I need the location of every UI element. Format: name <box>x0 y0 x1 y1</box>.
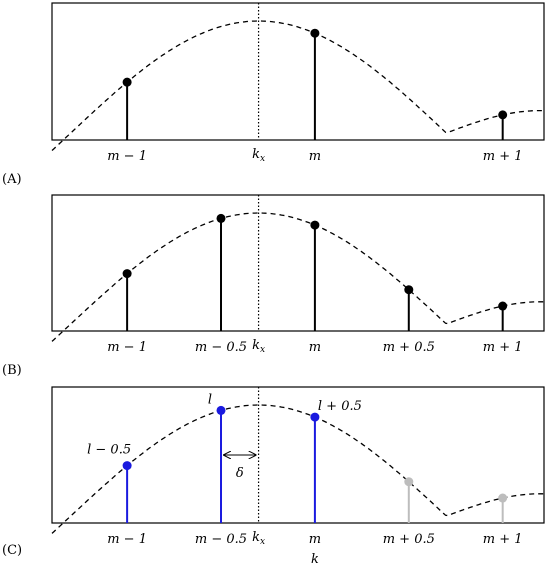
amplitude-curve <box>51 404 544 534</box>
tick-label: m + 1 <box>483 340 523 355</box>
stem-marker <box>498 493 508 503</box>
stem-marker <box>310 220 320 230</box>
stem-label: l + 0.5 <box>318 399 362 414</box>
kx-label: kx <box>252 147 265 164</box>
kx-label: kx <box>252 338 265 355</box>
tick-label: m <box>309 532 321 547</box>
stem-marker <box>498 110 508 120</box>
panel-frame <box>51 194 545 332</box>
stem-marker <box>310 412 320 422</box>
stem-marker <box>404 285 414 295</box>
tick-label: m + 1 <box>483 532 523 547</box>
panel-frame <box>51 386 545 524</box>
panel-tag: (A) <box>2 172 22 187</box>
tick-label: m − 1 <box>107 149 147 164</box>
stem-label: l − 0.5 <box>87 443 131 458</box>
panel-frame <box>51 2 545 141</box>
amplitude-curve <box>51 212 544 342</box>
stem-marker <box>216 405 226 415</box>
stem-marker <box>498 301 508 311</box>
tick-label: m − 1 <box>107 532 147 547</box>
kx-label: kx <box>252 530 265 547</box>
stem-marker <box>122 461 132 471</box>
tick-label: m <box>309 340 321 355</box>
tick-label: m − 1 <box>107 340 147 355</box>
panels-root: m − 1 m m + 1 kx (A) m − 1 m − 0.5 m m + 0.5 m + … <box>2 2 545 567</box>
delta-label: δ <box>236 466 244 481</box>
panel-c: l − 0.5 l l + 0.5 m − 1 m − 0.5 m m + 0.5 m + 1… <box>2 386 545 567</box>
stem-label: l <box>208 392 212 407</box>
tick-label: m + 0.5 <box>383 340 435 355</box>
panel-tag: (C) <box>2 543 22 558</box>
tick-label: m − 0.5 <box>195 532 247 547</box>
tick-label: m <box>309 149 321 164</box>
stem-marker <box>404 477 414 487</box>
panel-tag: (B) <box>2 363 22 378</box>
stem-marker <box>216 213 226 223</box>
stem-marker <box>310 28 320 38</box>
panel-b: m − 1 m − 0.5 m m + 0.5 m + 1 kx (B) <box>2 194 545 378</box>
stem-marker <box>122 77 132 87</box>
tick-label: m + 0.5 <box>383 532 435 547</box>
panel-a: m − 1 m m + 1 kx (A) <box>2 2 545 187</box>
tick-label: m + 1 <box>483 149 523 164</box>
amplitude-curve <box>51 20 544 151</box>
tick-label: m − 0.5 <box>195 340 247 355</box>
x-axis-label: k <box>311 552 319 567</box>
stem-marker <box>122 269 132 279</box>
